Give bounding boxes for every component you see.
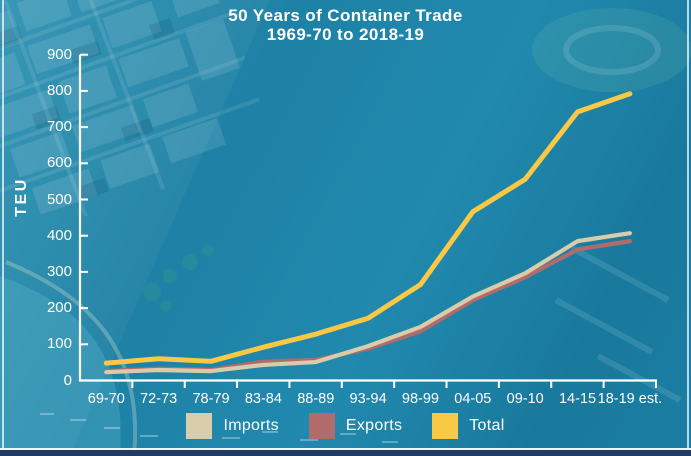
chart-title-line1: 50 Years of Container Trade [228,6,463,25]
y-axis-tick-label: 300 [46,262,72,280]
frame-border-left [2,0,4,448]
y-axis-tick-label: 500 [46,190,72,208]
chart-title: 50 Years of Container Trade 1969-70 to 2… [0,6,691,44]
x-axis-tick-label: 88-89 [297,391,335,407]
x-axis-tick-label: 04-05 [454,391,492,407]
legend-label: Imports [223,417,279,434]
legend-item-total: Total [432,413,504,439]
y-axis-tick-label: 900 [46,45,72,63]
series-line-exports [104,239,633,374]
y-axis-tick-label: 200 [46,299,72,317]
x-axis-tick-label: 98-99 [401,391,439,407]
bottom-navy-bar [0,450,691,456]
legend-item-exports: Exports [308,413,403,439]
x-axis-tick-label: 93-94 [349,391,387,407]
x-axis-tick-label: 18-19 est. [597,391,663,407]
chart-legend: Imports Exports Total [0,413,691,439]
chart-title-line2: 1969-70 to 2018-19 [266,24,425,44]
x-axis-tick-label: 69-70 [87,391,125,407]
x-axis-tick-label: 83-84 [244,391,282,407]
y-axis-tick-label: 800 [46,81,72,99]
x-axis-tick-label: 78-79 [192,391,230,407]
legend-swatch-exports [308,413,335,439]
legend-item-imports: Imports [186,413,279,439]
frame-border-bottom [0,448,691,450]
legend-label: Exports [345,417,403,434]
frame-border-right [687,0,689,448]
series-line-imports [104,231,633,375]
series-line-total [103,91,633,366]
y-axis-tick-label: 400 [46,226,72,244]
x-axis-tick-label: 09-10 [506,391,544,407]
y-axis-tick-label: 600 [46,154,72,172]
y-axis-tick-label: 700 [46,118,72,136]
legend-label: Total [469,417,505,434]
x-axis-tick-label: 14-15 [558,391,597,407]
y-axis-tick-label: 0 [63,371,72,389]
y-axis-tick-label: 100 [46,335,72,353]
legend-swatch-total [432,413,459,439]
legend-swatch-imports [186,413,213,439]
x-axis-tick-label: 72-73 [140,391,178,407]
